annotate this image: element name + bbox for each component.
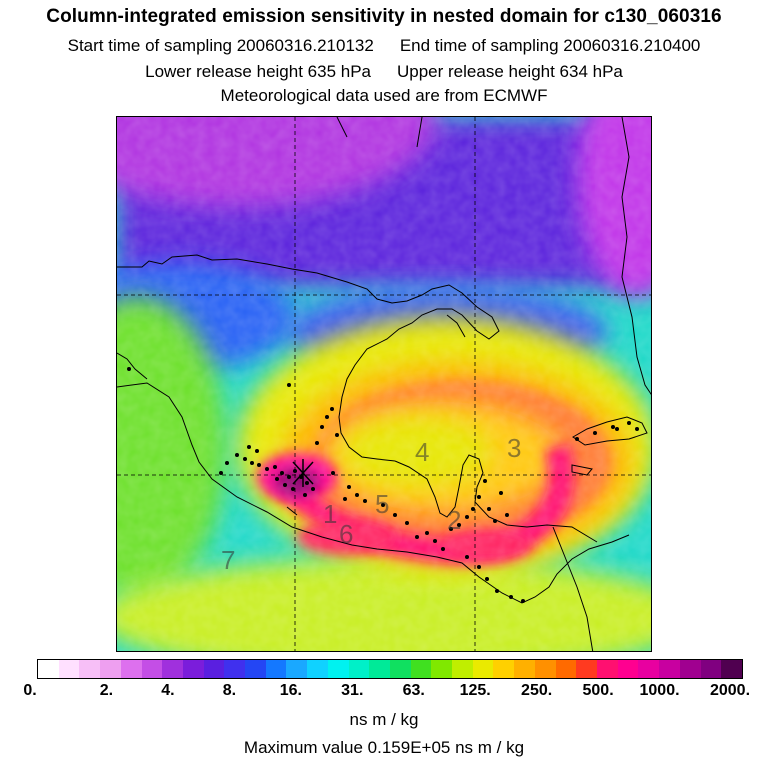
colorbar-tick-label: 1000. <box>639 682 680 699</box>
colorbar-segment <box>100 660 121 678</box>
colorbar-tick-label: 125. <box>459 682 491 699</box>
zone-label-2: 2 <box>447 505 461 535</box>
sensitivity-field <box>117 117 651 651</box>
colorbar-tick-label: 31. <box>341 682 364 699</box>
colorbar-segment <box>58 660 80 678</box>
sensitivity-map: 4 3 5 1 6 2 7 <box>116 116 652 652</box>
colorbar-segment <box>452 660 473 678</box>
colorbar-segment <box>79 660 101 678</box>
colorbar-segment <box>514 660 535 678</box>
colorbar-tick-label: 2000. <box>709 682 751 699</box>
colorbar-segment <box>596 660 618 678</box>
zone-label-6: 6 <box>339 519 353 549</box>
colorbar-tick-label: 8. <box>222 682 237 699</box>
colorbar-tick-label: 500. <box>582 682 614 699</box>
colorbar <box>37 659 743 679</box>
colorbar-tick-label: 250. <box>521 682 553 699</box>
zone-label-5: 5 <box>375 489 389 519</box>
zone-label-4: 4 <box>415 437 429 467</box>
colorbar-segment <box>555 660 577 678</box>
zone-label-1: 1 <box>323 499 337 529</box>
colorbar-segment <box>389 660 411 678</box>
plot-title: Column-integrated emission sensitivity i… <box>46 6 722 27</box>
start-time: Start time of sampling 20060316.210132 <box>67 36 374 55</box>
colorbar-segment <box>472 660 494 678</box>
colorbar-segment <box>141 660 163 678</box>
zone-label-3: 3 <box>507 433 521 463</box>
colorbar-segment <box>348 660 370 678</box>
emission-sources <box>127 367 639 603</box>
colorbar-segment <box>638 660 660 678</box>
colorbar-segment <box>617 660 639 678</box>
colorbar-segment <box>431 660 453 678</box>
colorbar-tick-label: 4. <box>161 682 175 699</box>
colorbar-segment <box>38 660 59 678</box>
release-heights: Lower release height 635 hPa Upper releas… <box>0 62 768 82</box>
colorbar-segment <box>534 660 556 678</box>
end-time: End time of sampling 20060316.210400 <box>399 36 701 55</box>
colorbar-segment <box>493 660 515 678</box>
colorbar-segment <box>369 660 390 678</box>
colorbar-segment <box>182 660 204 678</box>
colorbar-tick-label: 63. <box>402 682 425 699</box>
sampling-times: Start time of sampling 20060316.210132 En… <box>0 36 768 56</box>
colorbar-segment <box>700 660 722 678</box>
unit-label: ns m / kg <box>349 710 419 729</box>
colorbar-segment <box>659 660 680 678</box>
colorbar-segment <box>576 660 597 678</box>
colorbar-segment <box>721 660 742 678</box>
colorbar-segment <box>286 660 308 678</box>
colorbar-segment <box>410 660 432 678</box>
colorbar-segment <box>120 660 142 678</box>
colorbar-segment <box>162 660 183 678</box>
coastlines <box>117 117 651 651</box>
colorbar-segment <box>307 660 328 678</box>
zone-label-7: 7 <box>221 545 235 575</box>
lower-release-height: Lower release height 635 hPa <box>145 62 371 81</box>
colorbar-tick-label: 2. <box>99 682 114 699</box>
colorbar-segment <box>265 660 287 678</box>
colorbar-segment <box>203 660 225 678</box>
upper-release-height: Upper release height 634 hPa <box>397 62 623 81</box>
max-value: Maximum value 0.159E+05 ns m / kg <box>243 738 525 757</box>
met-data-note: Meteorological data used are from ECMWF <box>220 86 548 105</box>
colorbar-tick-label: 0. <box>23 682 37 699</box>
colorbar-segment <box>327 660 349 678</box>
graticule <box>117 117 651 651</box>
colorbar-segment <box>679 660 701 678</box>
release-point <box>292 459 314 487</box>
colorbar-segment <box>224 660 246 678</box>
colorbar-tick-label: 16. <box>279 682 302 699</box>
colorbar-segment <box>245 660 266 678</box>
